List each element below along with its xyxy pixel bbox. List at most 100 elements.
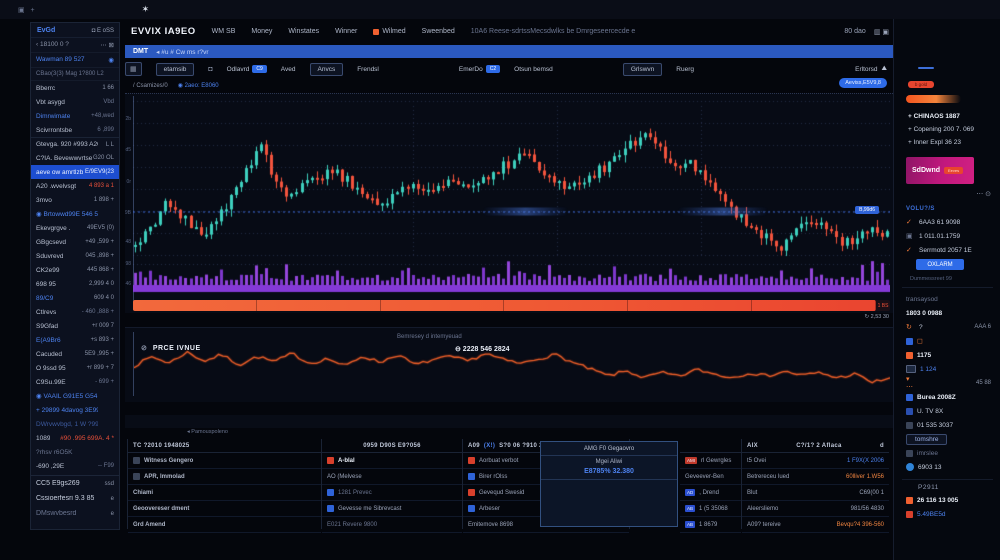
table-row[interactable]: A09? tereive Bevqu?4 396-560 [742, 517, 889, 533]
watchlist-row[interactable]: Ctlrevs - 460 ,888 + [36, 308, 114, 316]
minimize-indicator[interactable] [918, 67, 934, 69]
watchlist-row[interactable]: -690 ,29E -- F99 [36, 462, 114, 470]
sidebar-row[interactable]: Burea 2008Z [894, 390, 1000, 404]
toolbar-button[interactable]: ▦ [125, 62, 142, 76]
app-menu-item[interactable]: WM SB [211, 28, 236, 35]
panel-icons[interactable]: ▥ ▣ [873, 28, 889, 36]
table-row[interactable]: Gevesse me Sibrevcast [322, 501, 462, 517]
footer-row[interactable]: DMswvbesrd e [36, 510, 114, 517]
table-row[interactable]: Blut C69(00 1 [742, 485, 889, 501]
sidebar-row[interactable]: tomshre [894, 432, 1000, 446]
sidebar-row[interactable]: 1803 0 0988 [906, 309, 943, 317]
window-controls-icon[interactable]: ▣ + [18, 6, 37, 14]
symbol-tag[interactable]: ◉ 2aeo: E8060 [177, 83, 219, 89]
sidebar-row[interactable]: 1175 [894, 348, 1000, 362]
watchlist-row[interactable]: ?rhsv r6O5K [36, 448, 73, 456]
table-subheader[interactable]: ◂ Pamouspoleno [187, 429, 228, 435]
sidebar-row[interactable]: ◻ [894, 334, 1000, 348]
table-row[interactable]: Betrereceu lued 60lliver 1.W56 [742, 469, 889, 485]
toolbar-button[interactable]: Aved [280, 65, 296, 73]
sell-button[interactable]: SdDwnd Eeves [906, 157, 974, 184]
small-button[interactable]: tomshre [906, 433, 948, 445]
watchlist-row[interactable]: DWrvwvbgd, 1 W ?99 [36, 420, 98, 428]
candlestick-chart[interactable] [133, 96, 890, 297]
watchlist-row[interactable]: C?IA. Bevewwvrtse G20 OL [36, 154, 114, 162]
toolbar-button[interactable]: etamsib [155, 62, 195, 76]
sidebar-row[interactable]: U. TV 8X [894, 404, 1000, 418]
watchlist-row[interactable]: GBgcsevd +49 ,599 + [36, 238, 114, 246]
table-row[interactable]: 1281 Prevec [322, 485, 462, 501]
toolbar-button[interactable]: Odlavrd C9 [227, 65, 267, 73]
alert-pill[interactable]: b gold [908, 81, 934, 88]
table-row[interactable]: Chiami [128, 485, 321, 501]
alert-banner[interactable]: DMT ◂ #u # Cw ms r?vr [125, 45, 893, 58]
check-row[interactable]: ✓ Serrmotd 2057 1E [906, 246, 972, 255]
toggle-icon[interactable]: ◉ [108, 57, 114, 64]
table-row[interactable]: APR, Immolad [128, 469, 321, 485]
toolbar-button[interactable]: ◘ [208, 66, 212, 73]
table-row[interactable]: Grd Amend [128, 517, 321, 533]
toolbar-button[interactable]: Grlswvn [622, 62, 663, 76]
watchlist-row[interactable]: O 9ssd 95 +r 899 + 7 [36, 364, 114, 372]
watchlist-row[interactable]: + 29899 4davog 3E99 + [36, 406, 98, 414]
table-row[interactable]: AMI rl Gewrgles [680, 453, 741, 469]
check-row[interactable]: ▣ 1 011.01.1759 [906, 232, 961, 241]
app-menu-item[interactable]: Money [251, 28, 273, 35]
watchlist-filter[interactable]: Wawman 89 527 ◉ [31, 53, 119, 68]
toolbar-button[interactable]: EmerDo C2 [459, 65, 501, 73]
watchlist-row[interactable]: Gtevga. 920 #993 A20 L L [31, 137, 119, 151]
position-row[interactable]: 5.49BE5d [894, 507, 1000, 521]
watchlist-nav[interactable]: ‹ 18100 0 ? ⋯ ⊠ [31, 38, 119, 53]
toolbar-button[interactable]: Ruerg [676, 65, 695, 73]
col4-header[interactable]: AIX C?/1? 2 Aflaca d [742, 439, 889, 453]
sidebar-row[interactable]: imrslee [894, 446, 1000, 460]
sidebar-row[interactable]: 1 124 [894, 362, 1000, 376]
sidebar-row[interactable]: ↻ ? AAA 6 [906, 323, 991, 332]
chart-scrollbar[interactable] [133, 300, 876, 311]
app-menu-item[interactable]: Sweenbed [421, 28, 455, 35]
table-row[interactable]: t5 Ovei 1 F9X(X 2006 [742, 453, 889, 469]
order-box-row[interactable] [541, 486, 677, 489]
table-row[interactable]: AB 1 (5 35068 [680, 501, 741, 517]
layout-selector[interactable]: Erltorsd ⛰ [855, 65, 887, 73]
time-range-control[interactable]: ↻ 2,53 30 [864, 314, 890, 320]
session-pill[interactable]: Aeviss,E5V9,8 [839, 78, 887, 88]
watchlist-row[interactable]: C9Su.99E - 699 + [36, 378, 114, 386]
search-tools[interactable]: ⋯ ⊙ [976, 191, 991, 198]
watchlist-row[interactable]: ◉ Brtowwd99E 546 536 O [36, 211, 98, 218]
order-box-value[interactable]: E8785% 32.380 [541, 468, 677, 480]
toolbar-button[interactable]: Otsun bemsd [514, 65, 553, 73]
watchlist-row[interactable]: 3mvo 1 898 + [36, 196, 114, 204]
position-row[interactable]: 26 116 13 005 [894, 493, 1000, 507]
watchlist-row[interactable]: E(A9Br6 +s 893 + [36, 336, 114, 344]
watchlist-row[interactable]: Scivrrontsbe 6 ,899 [36, 126, 114, 134]
watchlist-row[interactable]: 1089 #90 .995 699A. 4 * [36, 434, 114, 442]
table-row[interactable]: Geveever-Ben [680, 469, 741, 485]
sidebar-row[interactable]: 6903 13 [894, 460, 1000, 474]
breadcrumb-path[interactable]: / Csamizes/0 [133, 82, 168, 89]
sidebar-row[interactable]: ▾ ⋯ 45 88 [906, 376, 991, 391]
table-row[interactable]: Geoovereser dment [128, 501, 321, 517]
watchlist-row[interactable]: A20 .wvelvsgt 4 893 a 1 [36, 182, 114, 190]
table-row[interactable]: Aleersliemo 981/56 4830 [742, 501, 889, 517]
indicator-line-chart[interactable] [134, 340, 890, 398]
app-menu-item[interactable]: Wilmed [373, 28, 406, 35]
watchlist-row[interactable]: Cacuded 5E9 ,995 + [36, 350, 114, 358]
toolbar-button[interactable]: Anvcs [309, 62, 344, 76]
watchlist-row[interactable]: Sduvrevd 045 ,898 + [36, 252, 114, 260]
table-row[interactable]: A-blal [322, 453, 462, 469]
watchlist-row[interactable]: ◉ VAAIL G91E5 G54 ?59 7 [36, 393, 98, 400]
app-menu-item[interactable]: 10A6 Reese-sdrtssMecsdwlks be Dmrgeseerc… [470, 28, 636, 35]
table-row[interactable]: AB 1 8679 [680, 517, 741, 533]
sidebar-row[interactable]: transaysod [906, 295, 938, 303]
watchlist-row[interactable]: 698 95 2,999 4 0 [36, 280, 114, 288]
table-row[interactable]: AD , Drend [680, 485, 741, 501]
watchlist-row[interactable]: Dimrwimate +48,wed [36, 112, 114, 120]
confirm-button[interactable]: OXLARM [916, 259, 964, 270]
watchlist-row[interactable]: aeve ow amrtlzb E/9EV9(23 [31, 165, 119, 179]
sidebar-row[interactable]: 01 535 3037 [894, 418, 1000, 432]
table-row[interactable]: Witness Gengero [128, 453, 321, 469]
watchlist-row[interactable]: S9Gfad +r 009 7 [36, 322, 114, 330]
app-menu-item[interactable]: Winner [335, 28, 358, 35]
table-row[interactable]: E021 Revere 9800 [322, 517, 462, 533]
